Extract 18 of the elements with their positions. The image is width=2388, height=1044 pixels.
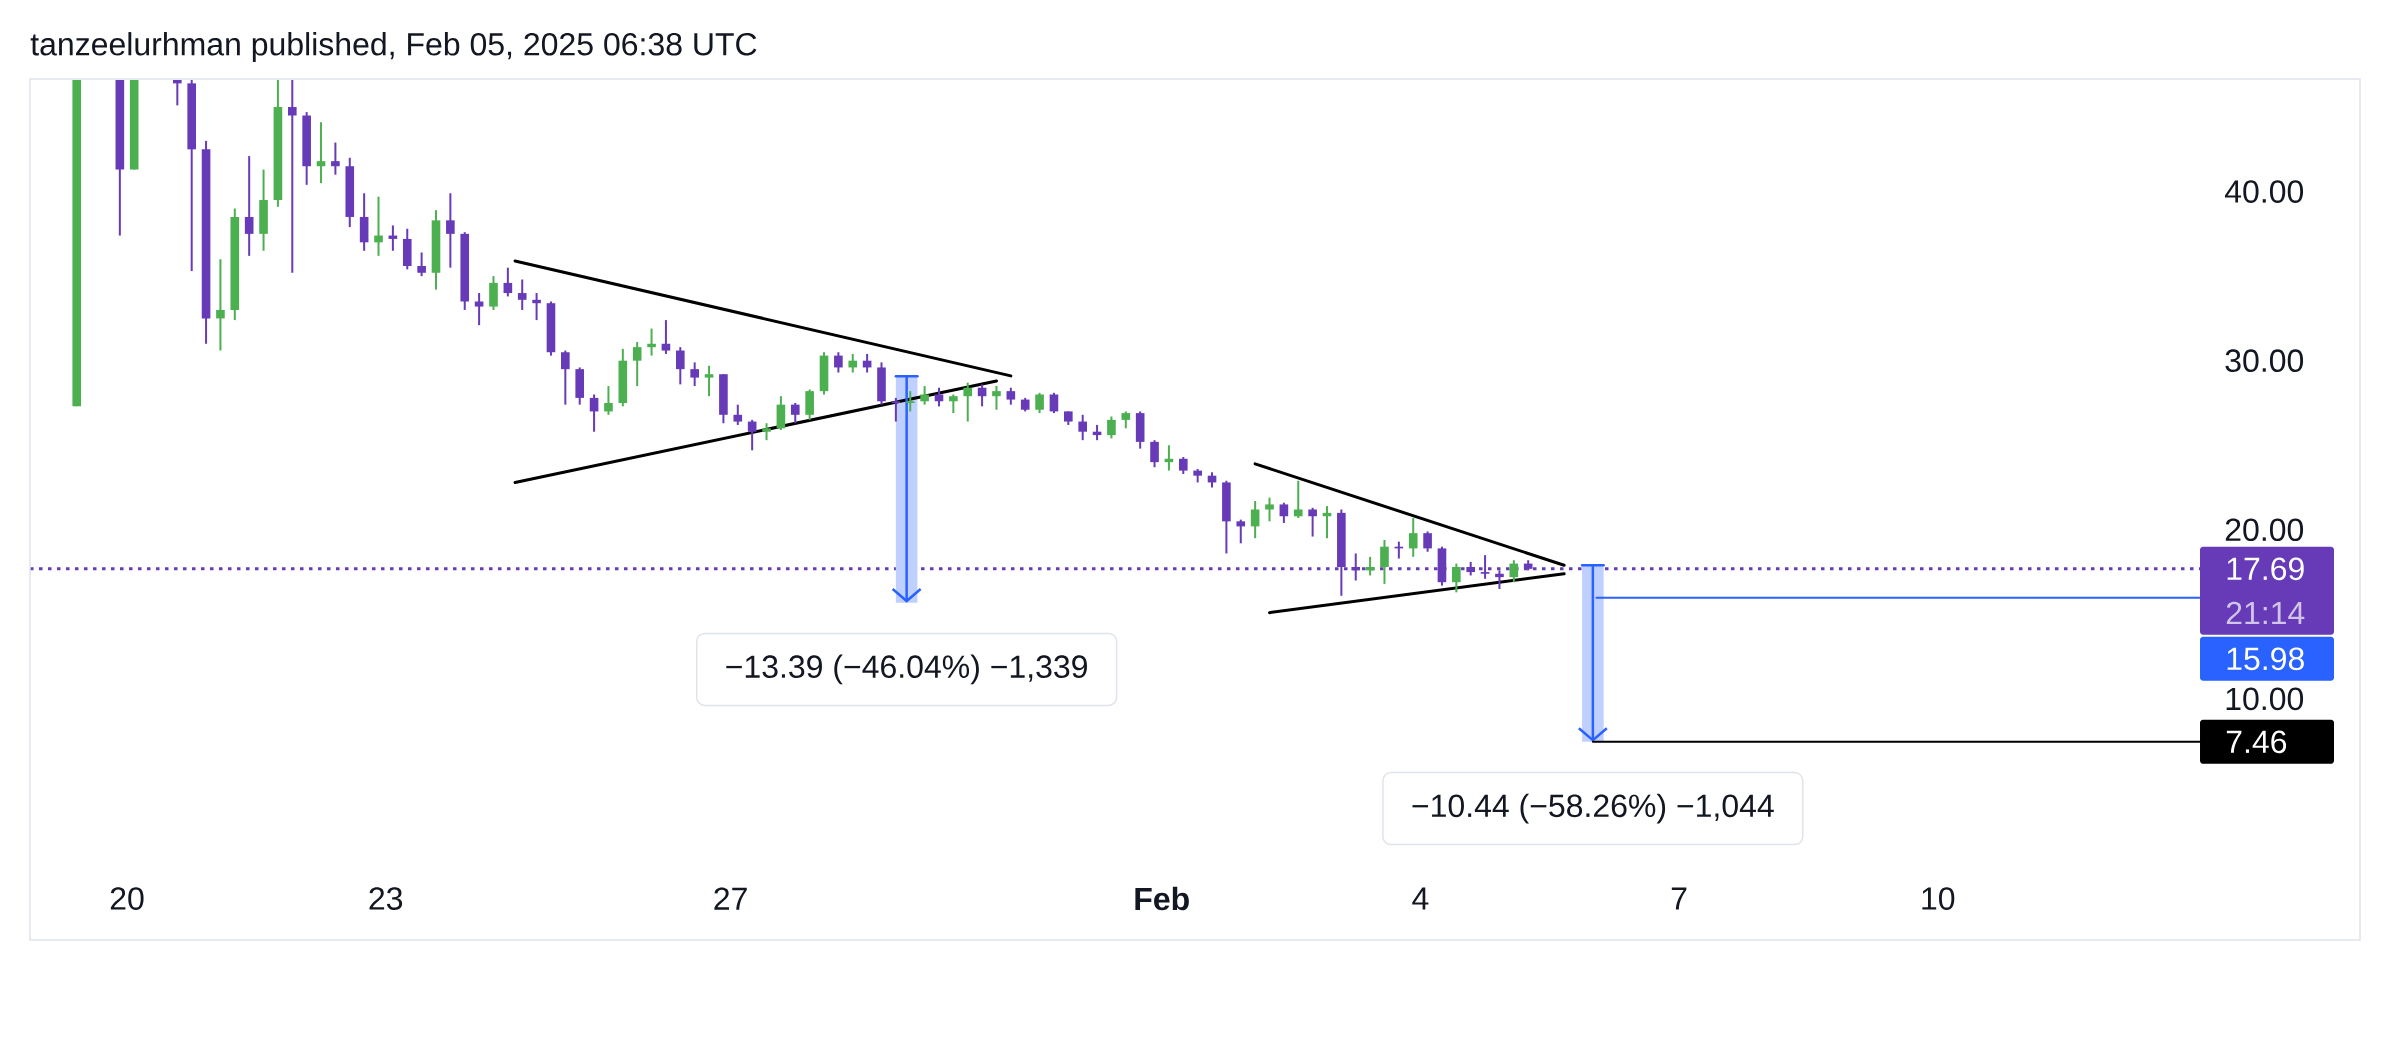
- y-tick-label: 10.00: [2226, 687, 2304, 711]
- y-tick-label: 30.00: [2225, 349, 2304, 373]
- x-tick-label: 23: [369, 887, 403, 910]
- text: 21:14: [2226, 601, 2305, 625]
- y-tick-label: 20.00: [2225, 518, 2304, 542]
- x-tick-label: Feb: [1135, 886, 1189, 911]
- x-tick-label: 20: [110, 887, 144, 910]
- chart-title: tanzeelurhman published, Feb 05, 2025 06:38 UTC: [30, 32, 757, 62]
- annotation: −13.39 (−46.04%) −1,339: [726, 654, 1087, 685]
- data-label: 15.98: [2227, 647, 2304, 671]
- data-label: 7.46: [2226, 730, 2287, 754]
- x-tick-label: 10: [1922, 887, 1955, 910]
- ref-line-label: 17.69: [2227, 557, 2304, 581]
- x-tick-label: 7: [1671, 887, 1687, 910]
- x-tick-label: 4: [1412, 887, 1429, 910]
- x-tick-label: 27: [714, 887, 747, 910]
- y-tick-label: 40.00: [2224, 180, 2304, 203]
- annotation: −10.44 (−58.26%) −1,044: [1412, 793, 1774, 824]
